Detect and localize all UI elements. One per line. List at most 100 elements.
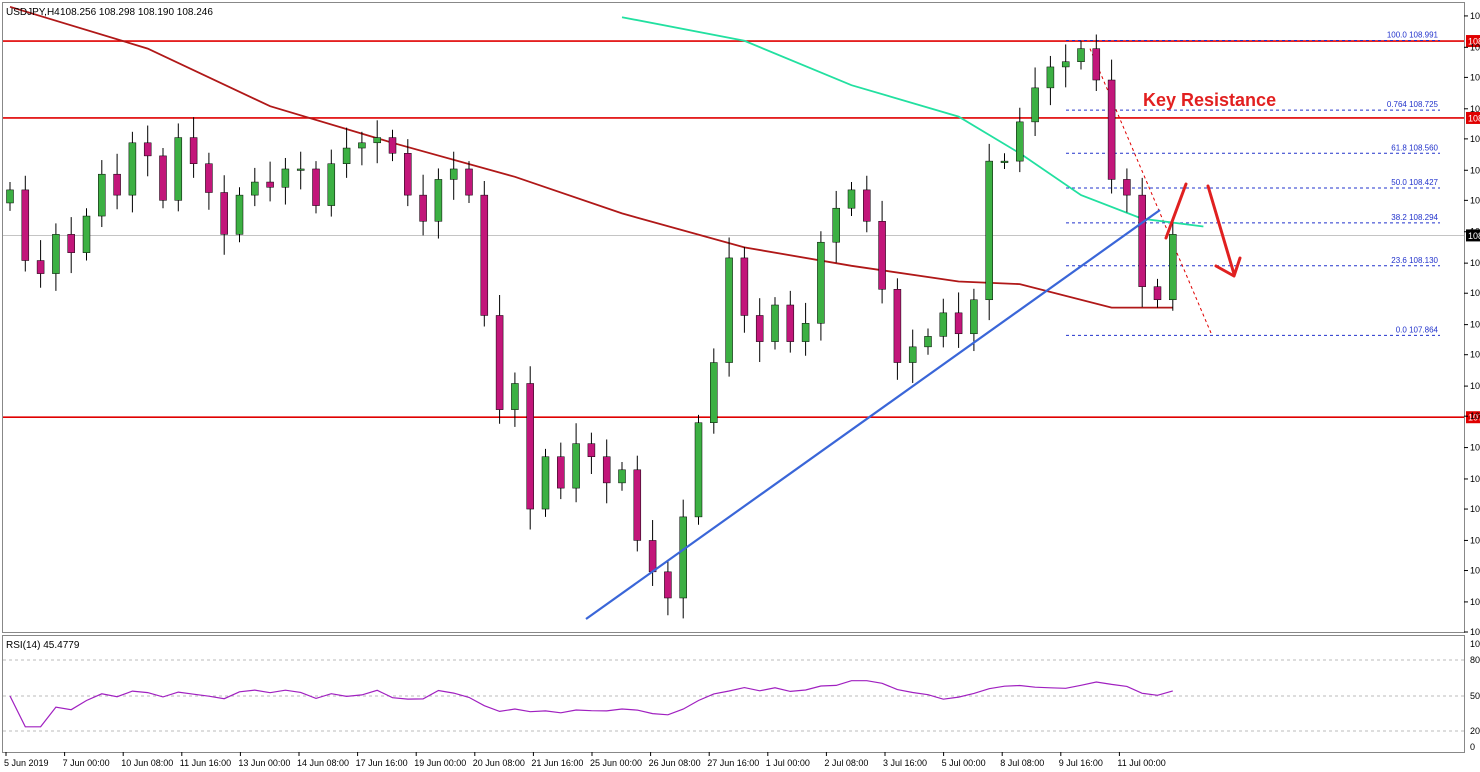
date-tick-label-0: 5 Jun 2019	[4, 758, 49, 768]
candle-body-48	[740, 257, 749, 316]
candle-body-7	[113, 173, 121, 196]
candle-body-59	[908, 346, 917, 363]
candle-body-69	[1061, 61, 1070, 68]
date-tick-label-4: 13 Jun 00:00	[238, 758, 290, 768]
candle-body-12	[189, 137, 198, 164]
price-tick-label-10: 107.905	[1470, 320, 1480, 330]
date-tick-label-7: 19 Jun 00:00	[414, 758, 466, 768]
current-price-badge	[1466, 229, 1480, 242]
price-tick-label-12: 107.670	[1470, 381, 1480, 391]
fib-label-2: 61.8 108.560	[1391, 143, 1438, 152]
candle-body-53	[817, 241, 825, 324]
candle-body-10	[159, 155, 167, 201]
price-tick-label-16: 107.200	[1470, 504, 1480, 514]
price-tick-label-9: 108.025	[1470, 288, 1480, 298]
fib-diagonal	[1089, 48, 1213, 336]
candle-body-66	[1016, 121, 1024, 162]
candle-body-71	[1092, 48, 1101, 81]
price-tick-label-15: 107.315	[1470, 474, 1480, 484]
candle-body-24	[373, 137, 381, 144]
candle-body-42	[648, 540, 657, 573]
candle-body-31	[480, 194, 489, 316]
rsi-tick-80: 80	[1470, 655, 1480, 665]
sma-slow-line	[9, 5, 1173, 309]
candle-body-19	[296, 168, 305, 171]
candle-body-44	[679, 516, 687, 599]
level-badge-text-2: 107.551	[1468, 413, 1480, 423]
candle-body-62	[954, 312, 963, 335]
level-badge-text-1: 108.695	[1468, 113, 1480, 123]
candle-body-63	[970, 299, 978, 335]
arrow-down	[1206, 184, 1236, 276]
candle-body-72	[1107, 79, 1116, 180]
candle-body-57	[878, 221, 886, 290]
key-resistance-annotation: Key Resistance	[1143, 90, 1276, 110]
date-tick-label-1: 7 Jun 00:00	[63, 758, 110, 768]
price-tick-label-17: 107.080	[1470, 535, 1480, 545]
candle-body-51	[786, 304, 795, 342]
candle-body-54	[832, 207, 840, 243]
date-tick-label-15: 3 Jul 16:00	[883, 758, 927, 768]
candle-body-15	[235, 194, 244, 235]
date-tick-label-14: 2 Jul 08:00	[824, 758, 868, 768]
fib-label-1: 0.764 108.725	[1387, 100, 1439, 109]
rsi-panel-frame	[2, 635, 1465, 753]
date-tick-label-3: 11 Jun 16:00	[180, 758, 231, 768]
candle-body-14	[220, 192, 228, 235]
rsi-tick-50: 50	[1470, 691, 1480, 701]
price-tick-label-5: 108.495	[1470, 165, 1480, 175]
projection-arrows	[1164, 182, 1242, 278]
candle-body-29	[449, 168, 458, 180]
candle-body-36	[557, 456, 565, 489]
candle-body-22	[342, 147, 351, 164]
candle-body-74	[1138, 194, 1146, 287]
fib-label-6: 0.0 107.864	[1396, 325, 1439, 334]
date-tick-label-11: 26 Jun 08:00	[649, 758, 701, 768]
candle-body-41	[633, 469, 642, 541]
rsi-tick-20: 20	[1470, 726, 1480, 736]
price-tick-label-8: 108.140	[1470, 258, 1480, 268]
candle-body-3	[52, 234, 60, 274]
candle-body-11	[174, 137, 183, 201]
candle-body-25	[388, 137, 397, 154]
candle-body-39	[602, 456, 611, 484]
date-tick-label-8: 20 Jun 08:00	[473, 758, 525, 768]
price-tick-label-13: 107.555	[1470, 411, 1480, 421]
candle-body-40	[618, 469, 626, 484]
candle-body-0	[6, 189, 14, 204]
price-tick-label-19: 106.845	[1470, 597, 1480, 607]
date-tick-label-17: 8 Jul 08:00	[1000, 758, 1044, 768]
price-panel-frame	[2, 2, 1465, 633]
support-trendline	[585, 209, 1161, 620]
candle-body-60	[924, 336, 932, 348]
price-tick-label-20: 106.730	[1470, 627, 1480, 637]
candle-body-30	[465, 168, 473, 196]
date-tick-label-5: 14 Jun 08:00	[297, 758, 349, 768]
rsi-tick-100: 100	[1470, 639, 1480, 649]
candle-body-52	[801, 323, 810, 342]
rsi-line	[9, 680, 1173, 728]
candle-body-68	[1046, 66, 1055, 89]
candle-body-37	[572, 443, 580, 489]
fib-label-4: 38.2 108.294	[1391, 213, 1438, 222]
candle-body-50	[771, 304, 779, 342]
candle-body-28	[434, 179, 443, 222]
candle-body-4	[67, 234, 75, 253]
candle-body-35	[541, 456, 550, 510]
candle-body-38	[587, 443, 596, 457]
level-badge-text-0: 108.989	[1468, 37, 1480, 47]
date-tick-label-10: 25 Jun 00:00	[590, 758, 642, 768]
candle-body-21	[327, 163, 336, 206]
candle-body-64	[985, 160, 993, 301]
price-tick-label-14: 107.435	[1470, 443, 1480, 453]
sma-fast-line	[621, 16, 1204, 228]
candle-body-8	[128, 142, 137, 196]
price-tick-label-0: 109.085	[1470, 11, 1480, 21]
price-tick-label-4: 108.615	[1470, 134, 1480, 144]
date-tick-label-9: 21 Jun 16:00	[531, 758, 583, 768]
current-price-badge-text: 108.246	[1468, 231, 1480, 241]
date-tick-label-2: 10 Jun 08:00	[121, 758, 173, 768]
date-tick-label-19: 11 Jul 00:00	[1117, 758, 1165, 768]
candle-body-9	[143, 142, 152, 157]
